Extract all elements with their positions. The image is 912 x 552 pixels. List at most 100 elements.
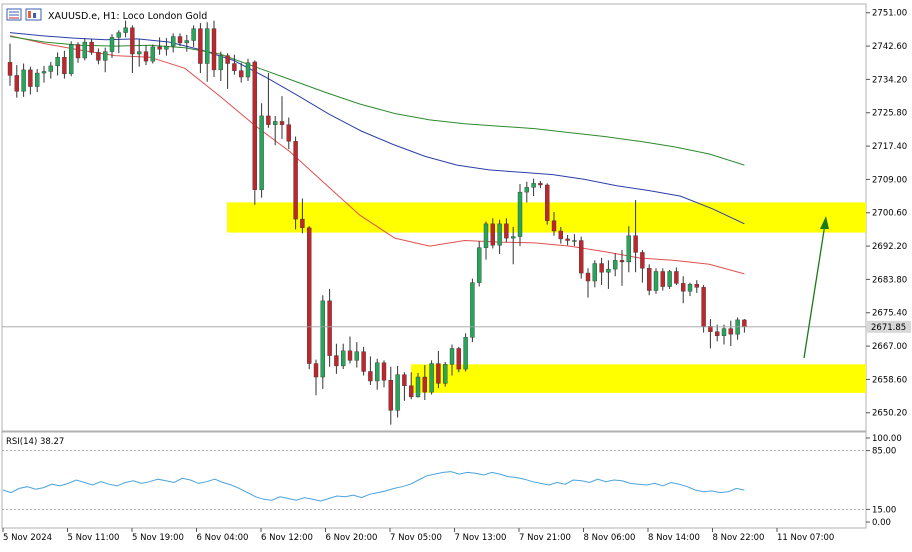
candle[interactable]	[7, 43, 13, 86]
candle[interactable]	[341, 343, 346, 370]
candle[interactable]	[409, 372, 414, 400]
candle[interactable]	[558, 227, 563, 244]
candle[interactable]	[361, 346, 366, 376]
candle[interactable]	[483, 221, 489, 260]
candle[interactable]	[123, 20, 128, 38]
candle[interactable]	[116, 30, 122, 54]
candle[interactable]	[191, 25, 196, 47]
candle[interactable]	[681, 276, 686, 304]
candle[interactable]	[647, 264, 652, 296]
candle[interactable]	[143, 45, 149, 66]
candle[interactable]	[463, 333, 468, 372]
candle[interactable]	[279, 96, 285, 139]
candle[interactable]	[504, 218, 509, 243]
candle[interactable]	[347, 336, 353, 364]
candle[interactable]	[198, 23, 203, 74]
candle[interactable]	[313, 359, 319, 396]
chart-list-icon[interactable]	[6, 8, 22, 21]
candle[interactable]	[456, 346, 461, 373]
candle[interactable]	[211, 20, 217, 78]
candle[interactable]	[551, 211, 557, 236]
candle[interactable]	[41, 65, 47, 83]
candle[interactable]	[449, 344, 455, 376]
candle[interactable]	[422, 365, 427, 401]
candle[interactable]	[728, 320, 733, 347]
candle[interactable]	[667, 269, 672, 289]
candle[interactable]	[687, 282, 693, 297]
candle[interactable]	[136, 38, 142, 67]
candle[interactable]	[429, 360, 434, 395]
candle[interactable]	[490, 218, 495, 249]
candle[interactable]	[157, 37, 162, 55]
candle[interactable]	[130, 25, 135, 74]
candle[interactable]	[96, 48, 101, 65]
candle[interactable]	[619, 250, 625, 286]
candle[interactable]	[572, 234, 577, 247]
candle[interactable]	[565, 234, 570, 246]
candle[interactable]	[334, 343, 339, 374]
candle[interactable]	[150, 44, 156, 64]
candle[interactable]	[395, 365, 400, 418]
candle[interactable]	[218, 51, 224, 81]
candle[interactable]	[694, 280, 699, 293]
candle[interactable]	[606, 260, 611, 289]
candle[interactable]	[293, 136, 298, 230]
candle[interactable]	[232, 54, 237, 75]
candle[interactable]	[388, 366, 393, 425]
candle[interactable]	[300, 198, 305, 234]
candle[interactable]	[613, 253, 618, 277]
candle[interactable]	[184, 34, 190, 52]
candle[interactable]	[626, 226, 631, 273]
candle[interactable]	[245, 58, 251, 81]
candle[interactable]	[89, 38, 94, 55]
candle[interactable]	[497, 219, 502, 255]
candle[interactable]	[266, 73, 271, 128]
candle[interactable]	[327, 288, 332, 367]
candle[interactable]	[701, 284, 706, 333]
candle[interactable]	[238, 62, 244, 83]
candle[interactable]	[721, 324, 727, 345]
candle[interactable]	[633, 200, 638, 273]
candle[interactable]	[354, 342, 359, 368]
candle[interactable]	[307, 226, 312, 370]
candle[interactable]	[14, 65, 20, 98]
candle[interactable]	[585, 268, 591, 298]
candle[interactable]	[225, 53, 230, 89]
candle[interactable]	[511, 227, 516, 265]
candle[interactable]	[477, 241, 482, 287]
candle[interactable]	[381, 360, 387, 388]
candle[interactable]	[204, 22, 210, 82]
chart-bars-icon[interactable]	[25, 8, 42, 21]
candle[interactable]	[55, 52, 60, 76]
candle[interactable]	[653, 268, 659, 294]
candle[interactable]	[375, 358, 380, 390]
candle[interactable]	[470, 278, 475, 343]
candle[interactable]	[579, 236, 584, 279]
candle[interactable]	[368, 356, 373, 385]
candle[interactable]	[252, 60, 258, 205]
candle[interactable]	[82, 38, 88, 61]
candle[interactable]	[320, 295, 325, 389]
candle[interactable]	[177, 33, 183, 47]
candle[interactable]	[599, 257, 604, 285]
candle[interactable]	[674, 267, 679, 285]
candle[interactable]	[402, 372, 407, 401]
candle[interactable]	[545, 183, 550, 225]
candle[interactable]	[443, 361, 448, 387]
candle[interactable]	[28, 66, 33, 95]
candle[interactable]	[286, 117, 291, 150]
candle[interactable]	[170, 33, 176, 53]
candle[interactable]	[538, 180, 543, 189]
candle[interactable]	[531, 178, 536, 197]
candle[interactable]	[102, 47, 108, 73]
candle[interactable]	[35, 69, 40, 93]
candle[interactable]	[75, 42, 81, 63]
candle[interactable]	[48, 61, 53, 79]
candle[interactable]	[62, 50, 67, 79]
candle[interactable]	[109, 34, 115, 58]
candle[interactable]	[708, 319, 713, 349]
candle[interactable]	[273, 115, 278, 146]
candle[interactable]	[415, 373, 421, 398]
candle[interactable]	[259, 103, 264, 198]
